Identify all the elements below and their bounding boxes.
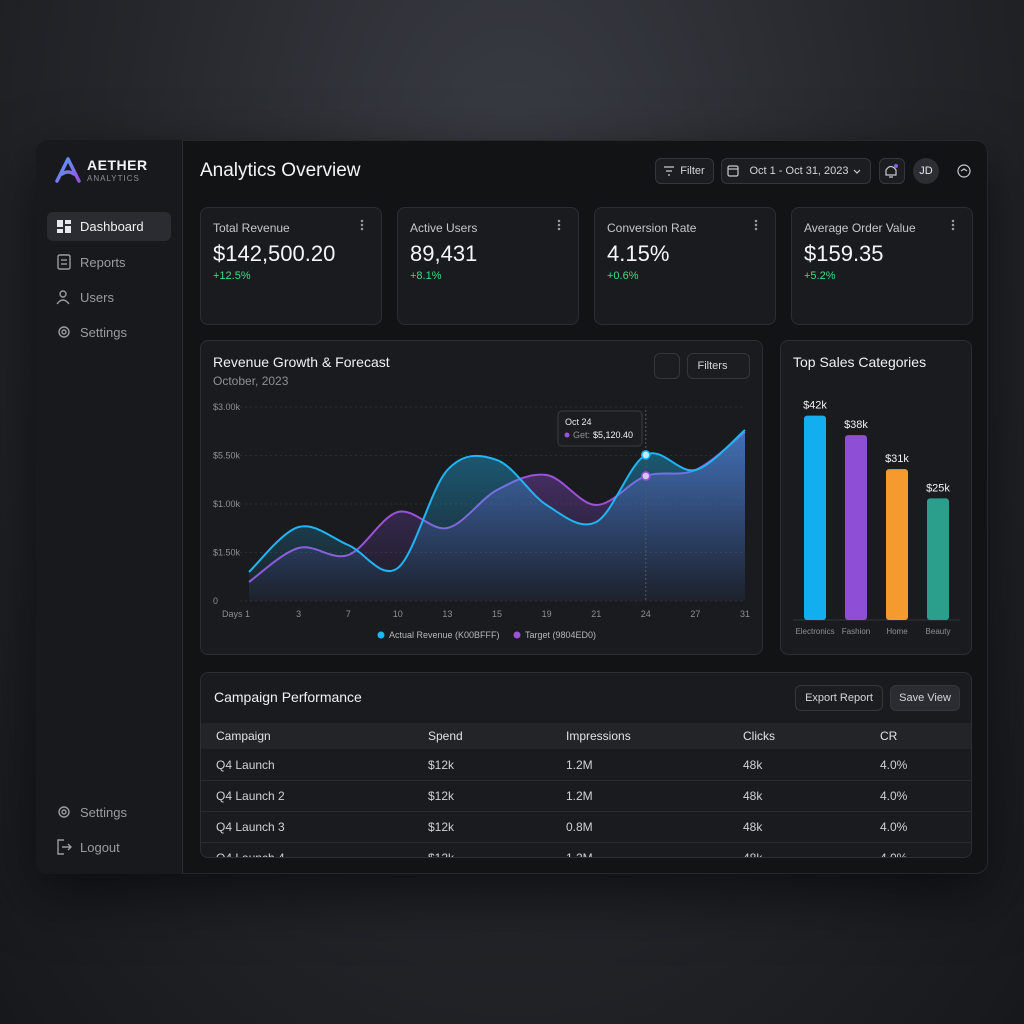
table-header [201, 723, 971, 749]
chart-subtitle: October, 2023 [213, 374, 289, 388]
nav-item[interactable]: Settings [80, 325, 127, 340]
table-cell: 48k [743, 758, 763, 772]
table-cell: 1.2M [566, 851, 593, 858]
kpi-title: Total Revenue [213, 221, 290, 235]
kpi-menu[interactable] [754, 219, 758, 231]
date-range-button[interactable]: Oct 1 - Oct 31, 2023 [721, 158, 871, 184]
kpi-title: Conversion Rate [607, 221, 697, 235]
table-cell: Q4 Launch 3 [216, 820, 285, 834]
nav-item[interactable]: Logout [80, 840, 120, 855]
header-icons [664, 164, 971, 178]
kpi-change: +5.2% [804, 270, 836, 282]
table-cell: Q4 Launch 2 [216, 789, 285, 803]
column-header: CR [880, 729, 898, 743]
brand-sub: ANALYTICS [87, 174, 140, 183]
table-cell: 48k [743, 789, 763, 803]
kpi-title: Active Users [410, 221, 478, 235]
page-title: Analytics Overview [200, 160, 361, 181]
brand: AETHER [87, 157, 148, 173]
table-card: Campaign Performance Export Report Save … [200, 672, 972, 858]
filter-button[interactable]: Filter [655, 158, 714, 184]
column-header: Impressions [566, 729, 631, 743]
kpi-value: $159.35 [804, 241, 884, 266]
nav-icons [56, 220, 72, 855]
column-header: Campaign [216, 729, 271, 743]
avatar[interactable]: JD [913, 158, 939, 184]
table-cell: 4.0% [880, 789, 908, 803]
kpi-card [397, 207, 579, 325]
nav-item[interactable]: Users [80, 290, 114, 305]
table-cell: $12k [428, 789, 455, 803]
table-cell: 4.0% [880, 851, 908, 858]
chart-title: Revenue Growth & Forecast [213, 354, 390, 370]
table-cell: $12k [428, 820, 455, 834]
table-cell: $12k [428, 758, 455, 772]
table-cell: 4.0% [880, 820, 908, 834]
kpi-title: Average Order Value [804, 221, 916, 235]
table-cell: 1.2M [566, 758, 593, 772]
nav-item[interactable]: Settings [80, 805, 127, 820]
filters-button[interactable]: Filters [687, 353, 750, 379]
table-cell: Q4 Launch 4 [216, 851, 285, 858]
row-divider [201, 842, 971, 843]
kpi-card [594, 207, 776, 325]
column-header: Clicks [743, 729, 775, 743]
kpi-change: +8.1% [410, 270, 442, 282]
kpi-menu[interactable] [951, 219, 955, 231]
kpi-change: +12.5% [213, 270, 251, 282]
save-button[interactable]: Save View [890, 685, 960, 711]
table-cell: 48k [743, 820, 763, 834]
filter-icon-button[interactable] [654, 353, 680, 379]
table-cell: Q4 Launch [216, 758, 275, 772]
kpi-card [791, 207, 973, 325]
kpi-value: 89,431 [410, 241, 478, 266]
chart-title: Top Sales Categories [793, 354, 927, 370]
nav-item[interactable]: Dashboard [47, 212, 171, 241]
kpi-menu[interactable] [557, 219, 561, 231]
kpi-card [200, 207, 382, 325]
sidebar [36, 140, 183, 874]
table-cell: $12k [428, 851, 455, 858]
logo-icon [55, 157, 81, 183]
table-cell: 0.8M [566, 820, 593, 834]
nav-item[interactable]: Reports [80, 255, 126, 270]
row-divider [201, 780, 971, 781]
sales-card [780, 340, 972, 655]
kpi-change: +0.6% [607, 270, 639, 282]
kpi-value: 4.15% [607, 241, 670, 266]
table-title: Campaign Performance [214, 689, 362, 705]
column-header: Spend [428, 729, 463, 743]
kpi-value: $142,500.20 [213, 241, 336, 266]
kpi-menu[interactable] [360, 219, 364, 231]
export-button[interactable]: Export Report [795, 685, 883, 711]
row-divider [201, 811, 971, 812]
table-cell: 1.2M [566, 789, 593, 803]
table-cell: 48k [743, 851, 763, 858]
notifications-button[interactable] [879, 158, 905, 184]
table-cell: 4.0% [880, 758, 908, 772]
